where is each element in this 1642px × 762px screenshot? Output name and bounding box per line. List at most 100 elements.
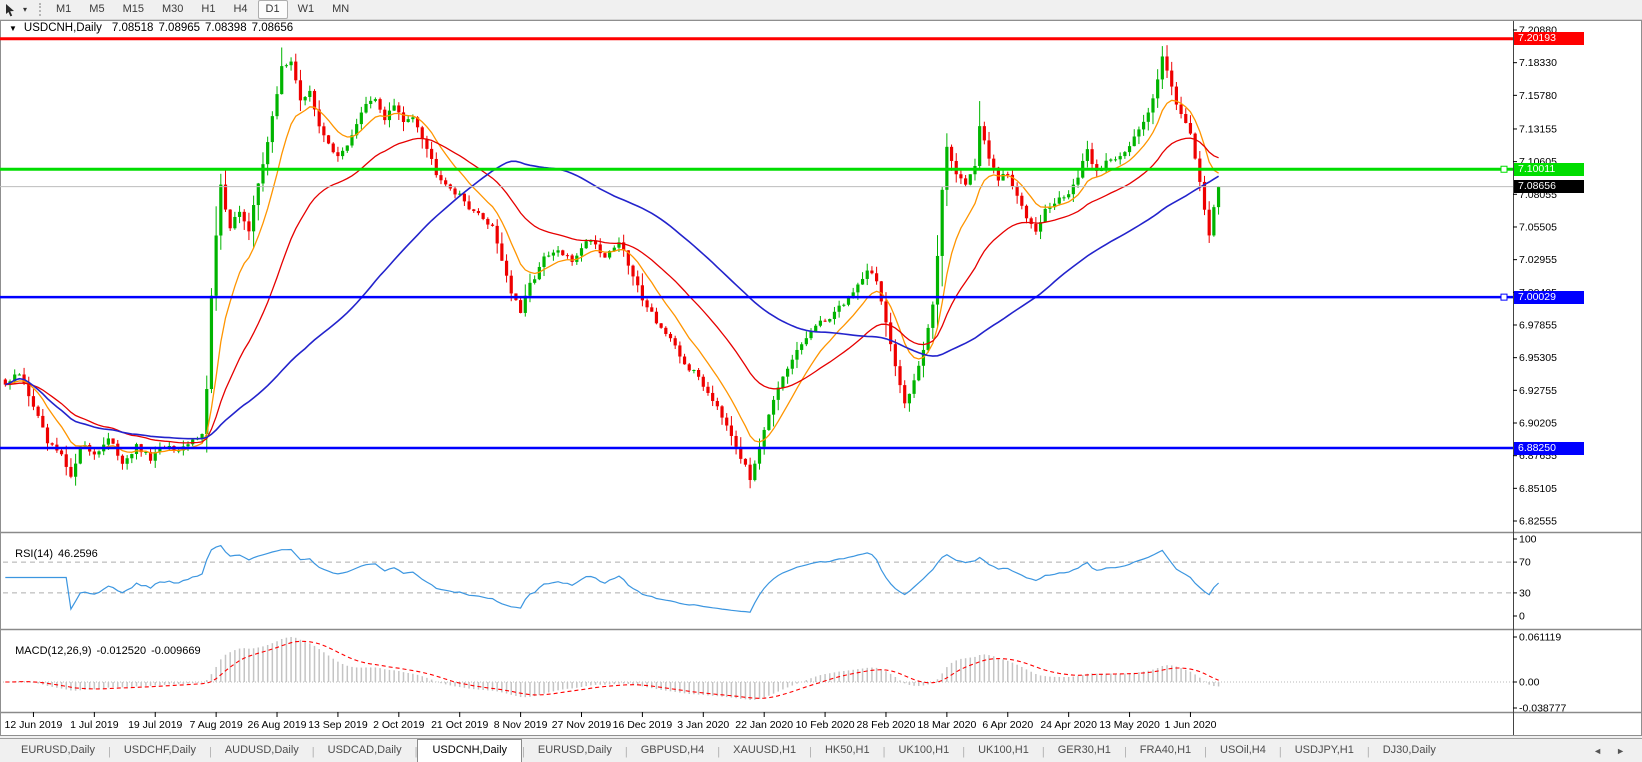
date-label: 22 Jan 2020 bbox=[735, 719, 793, 731]
ohlc-close: 7.08656 bbox=[251, 22, 294, 34]
date-label: 26 Aug 2019 bbox=[248, 719, 307, 731]
timeframe-h4[interactable]: H4 bbox=[233, 3, 248, 15]
tab-scroll-left-icon[interactable]: ◄ bbox=[1593, 746, 1603, 756]
rsi-tick: 0 bbox=[1519, 611, 1525, 623]
tab-separator: | bbox=[1366, 746, 1370, 758]
date-label: 12 Jun 2019 bbox=[5, 719, 63, 731]
current-price-badge: 7.08656 bbox=[1514, 180, 1584, 194]
rsi-line bbox=[5, 544, 1220, 613]
macd-tick: -0.038777 bbox=[1519, 703, 1566, 715]
price-tick: 6.82555 bbox=[1519, 516, 1557, 528]
price-tick: 6.92755 bbox=[1519, 385, 1557, 397]
price-tick: 7.02955 bbox=[1519, 254, 1557, 266]
timeframe-mn[interactable]: MN bbox=[332, 3, 350, 15]
rsi-tick: 30 bbox=[1519, 587, 1531, 599]
tab-fra40-h1[interactable]: FRA40,H1 bbox=[1139, 744, 1192, 756]
tab-separator: | bbox=[522, 746, 525, 758]
tab-audusd-daily[interactable]: AUDUSD,Daily bbox=[224, 744, 299, 756]
tab-gbpusd-h4[interactable]: GBPUSD,H4 bbox=[640, 744, 705, 756]
hline-handle-7.00029[interactable] bbox=[1500, 293, 1508, 301]
tab-separator: | bbox=[717, 746, 721, 758]
tab-separator: | bbox=[962, 746, 966, 758]
tab-separator: | bbox=[208, 746, 212, 758]
macd-histogram bbox=[9, 637, 1220, 700]
rsi-value: 46.2596 bbox=[58, 548, 98, 560]
hline-badge-6.88250: 6.88250 bbox=[1514, 441, 1584, 455]
price-tick: 6.97855 bbox=[1519, 319, 1557, 331]
tab-separator: | bbox=[809, 746, 812, 758]
price-tick: 6.95305 bbox=[1519, 352, 1557, 364]
tab-dj30-daily[interactable]: DJ30,Daily bbox=[1382, 744, 1436, 756]
timeframe-m5[interactable]: M5 bbox=[89, 3, 105, 15]
rsi-indicator-label: RSI(14) 46.2596 bbox=[9, 536, 103, 560]
price-tick: 7.05505 bbox=[1519, 221, 1557, 233]
macd-signal-value: -0.009669 bbox=[151, 645, 201, 657]
macd-tick: 0.00 bbox=[1519, 677, 1540, 689]
price-tick: 7.15780 bbox=[1519, 90, 1557, 102]
date-label: 21 Oct 2019 bbox=[431, 719, 488, 731]
macd-name: MACD(12,26,9) bbox=[15, 645, 92, 657]
price-tick: 7.18330 bbox=[1519, 57, 1557, 69]
timeframe-w1[interactable]: W1 bbox=[297, 3, 315, 15]
tab-separator: | bbox=[1123, 746, 1127, 758]
date-label: 19 Jul 2019 bbox=[128, 719, 182, 731]
macd-tick: 0.061119 bbox=[1519, 632, 1561, 644]
rsi-tick: 100 bbox=[1519, 534, 1537, 546]
date-label: 1 Jul 2019 bbox=[70, 719, 119, 731]
date-label: 28 Feb 2020 bbox=[856, 719, 915, 731]
price-tick: 7.13155 bbox=[1519, 123, 1557, 135]
tab-eurusd-daily[interactable]: EURUSD,Daily bbox=[21, 744, 95, 756]
tab-uk100-h1[interactable]: UK100,H1 bbox=[978, 744, 1029, 756]
date-label: 13 May 2020 bbox=[1099, 719, 1160, 731]
hline-badge-7.20193: 7.20193 bbox=[1514, 32, 1584, 46]
tab-separator: | bbox=[414, 746, 418, 758]
price-tick: 6.85105 bbox=[1519, 483, 1557, 495]
chart-tab-bar: EURUSD,Daily | USDCHF,Daily | AUDUSD,Daily | U… bbox=[0, 738, 1642, 762]
macd-indicator-label: MACD(12,26,9) -0.012520 -0.009669 bbox=[9, 633, 206, 657]
date-label: 24 Apr 2020 bbox=[1040, 719, 1097, 731]
tab-separator: | bbox=[107, 746, 111, 758]
date-label: 10 Feb 2020 bbox=[796, 719, 855, 731]
timeframe-h1[interactable]: H1 bbox=[201, 3, 216, 15]
tab-separator: | bbox=[1278, 746, 1282, 758]
rsi-tick: 70 bbox=[1519, 557, 1531, 569]
price-tick: 6.90205 bbox=[1519, 417, 1557, 429]
date-label: 13 Sep 2019 bbox=[308, 719, 368, 731]
date-label: 18 Mar 2020 bbox=[917, 719, 976, 731]
date-label: 7 Aug 2019 bbox=[190, 719, 243, 731]
date-label: 16 Dec 2019 bbox=[613, 719, 673, 731]
ma-slow-line bbox=[5, 160, 1220, 440]
rsi-name: RSI(14) bbox=[15, 548, 54, 560]
date-label: 1 Jun 2020 bbox=[1164, 719, 1216, 731]
timeframe-d1[interactable]: D1 bbox=[257, 0, 288, 19]
tab-usdcad-daily[interactable]: USDCAD,Daily bbox=[327, 744, 402, 756]
cursor-tool-icon[interactable] bbox=[1, 2, 19, 18]
tab-scroll-right-icon[interactable]: ► bbox=[1616, 746, 1625, 756]
chart-symbol-period: USDCNH,Daily bbox=[23, 22, 102, 34]
hline-handle-7.10011[interactable] bbox=[1500, 165, 1508, 173]
tab-separator: | bbox=[1204, 746, 1208, 758]
tab-usdchf-daily[interactable]: USDCHF,Daily bbox=[123, 744, 196, 756]
timeframe-m15[interactable]: M15 bbox=[122, 3, 144, 15]
toolbar-separator bbox=[39, 3, 41, 16]
tab-separator: | bbox=[624, 746, 628, 758]
tab-eurusd-daily[interactable]: EURUSD,Daily bbox=[537, 744, 612, 756]
timeframe-m30[interactable]: M30 bbox=[161, 3, 184, 15]
tab-usdcnh-daily[interactable]: USDCNH,Daily bbox=[417, 739, 523, 762]
tab-ger30-h1[interactable]: GER30,H1 bbox=[1057, 744, 1111, 756]
cursor-tool-dropdown-icon[interactable]: ▾ bbox=[22, 5, 27, 14]
ohlc-high: 7.08965 bbox=[158, 22, 201, 34]
timeframe-m1[interactable]: M1 bbox=[56, 3, 72, 15]
tab-uk100-h1[interactable]: UK100,H1 bbox=[898, 744, 950, 756]
timeframe-toolbar: M1 M5 M15 M30 H1 H4 D1 W1 MN bbox=[47, 0, 358, 19]
tab-usoil-h4[interactable]: USOil,H4 bbox=[1220, 744, 1266, 756]
tab-separator: | bbox=[882, 746, 886, 758]
tab-xauusd-h1[interactable]: XAUUSD,H1 bbox=[733, 744, 797, 756]
tab-hk50-h1[interactable]: HK50,H1 bbox=[824, 744, 870, 756]
tab-usdjpy-h1[interactable]: USDJPY,H1 bbox=[1294, 744, 1354, 756]
chart-collapse-icon[interactable]: ▼ bbox=[9, 23, 17, 33]
chart-tabs: EURUSD,Daily | USDCHF,Daily | AUDUSD,Daily | U… bbox=[0, 739, 1586, 762]
tab-separator: | bbox=[311, 746, 315, 758]
